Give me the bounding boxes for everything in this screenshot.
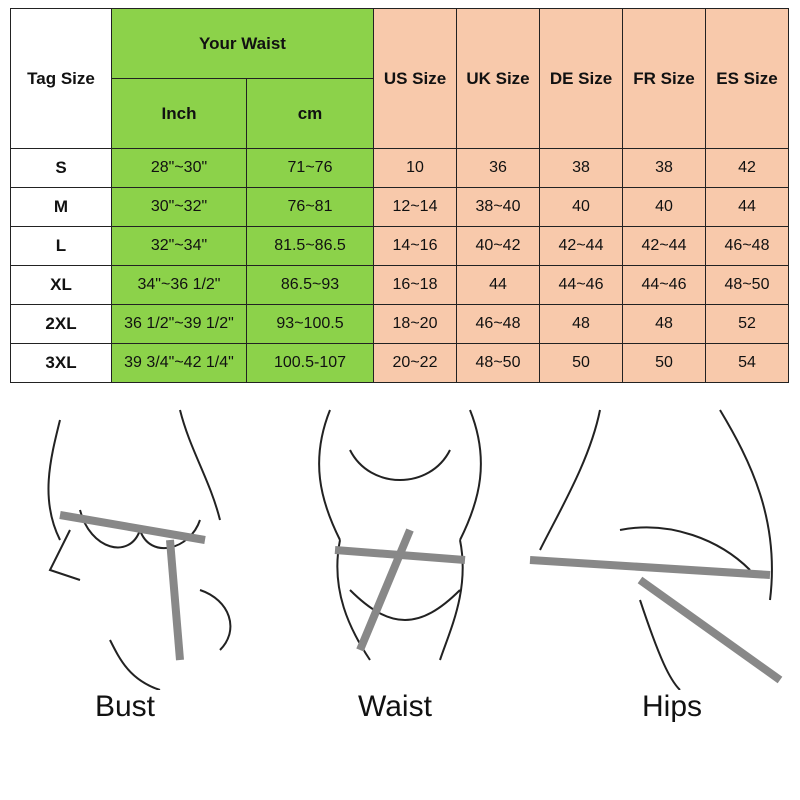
uk-cell: 40~42	[456, 226, 540, 266]
inch-cell: 39 3/4"~42 1/4"	[111, 343, 247, 383]
bust-measure-illustration	[47, 409, 232, 690]
table-row: 3XL 39 3/4"~42 1/4" 100.5-107 20~22 48~50 50 5…	[10, 343, 789, 383]
fr-cell: 38	[622, 148, 706, 188]
es-size-header: ES Size	[705, 8, 789, 149]
table-row: M 30"~32" 76~81 12~14 38~40 40 40 44	[10, 187, 789, 227]
tag-cell: S	[10, 148, 112, 188]
us-cell: 20~22	[373, 343, 457, 383]
cm-cell: 100.5-107	[246, 343, 374, 383]
fr-cell: 42~44	[622, 226, 706, 266]
inch-cell: 28"~30"	[111, 148, 247, 188]
uk-cell: 44	[456, 265, 540, 305]
fr-size-header: FR Size	[622, 8, 706, 149]
fr-cell: 44~46	[622, 265, 706, 305]
uk-size-header: UK Size	[456, 8, 540, 149]
us-size-header: US Size	[373, 8, 457, 149]
fr-cell: 40	[622, 187, 706, 227]
cm-header: cm	[246, 78, 374, 149]
inch-header: Inch	[111, 78, 247, 149]
us-cell: 12~14	[373, 187, 457, 227]
uk-cell: 48~50	[456, 343, 540, 383]
tag-cell: 3XL	[10, 343, 112, 383]
cm-cell: 76~81	[246, 187, 374, 227]
de-cell: 48	[539, 304, 623, 344]
cm-cell: 81.5~86.5	[246, 226, 374, 266]
tag-cell: XL	[10, 265, 112, 305]
us-cell: 14~16	[373, 226, 457, 266]
tag-cell: M	[10, 187, 112, 227]
your-waist-header: Your Waist	[111, 8, 374, 79]
de-size-header: DE Size	[539, 8, 623, 149]
cm-cell: 86.5~93	[246, 265, 374, 305]
hips-measure-illustration	[529, 409, 783, 690]
de-cell: 40	[539, 187, 623, 227]
waist-measure-illustration	[318, 409, 482, 661]
bust-label: Bust	[94, 690, 156, 723]
es-cell: 48~50	[705, 265, 789, 305]
de-cell: 38	[539, 148, 623, 188]
tag-cell: L	[10, 226, 112, 266]
inch-cell: 30"~32"	[111, 187, 247, 227]
es-cell: 54	[705, 343, 789, 383]
waist-label: Waist	[358, 690, 432, 723]
cm-cell: 71~76	[246, 148, 374, 188]
table-row: XL 34"~36 1/2" 86.5~93 16~18 44 44~46 44~46 48~…	[10, 265, 789, 305]
us-cell: 18~20	[373, 304, 457, 344]
inch-cell: 36 1/2"~39 1/2"	[111, 304, 247, 344]
de-cell: 42~44	[539, 226, 623, 266]
es-cell: 44	[705, 187, 789, 227]
fr-cell: 50	[622, 343, 706, 383]
table-row: L 32"~34" 81.5~86.5 14~16 40~42 42~44 42~44 46~…	[10, 226, 789, 266]
tag-size-header: Tag Size	[10, 8, 112, 149]
de-cell: 50	[539, 343, 623, 383]
size-chart-table: Tag Size Your Waist US Size UK Size DE S…	[10, 8, 789, 383]
es-cell: 52	[705, 304, 789, 344]
uk-cell: 36	[456, 148, 540, 188]
cm-cell: 93~100.5	[246, 304, 374, 344]
es-cell: 46~48	[705, 226, 789, 266]
inch-cell: 34"~36 1/2"	[111, 265, 247, 305]
es-cell: 42	[705, 148, 789, 188]
tag-cell: 2XL	[10, 304, 112, 344]
table-row: S 28"~30" 71~76 10 36 38 38 42	[10, 148, 789, 188]
uk-cell: 46~48	[456, 304, 540, 344]
de-cell: 44~46	[539, 265, 623, 305]
table-row: 2XL 36 1/2"~39 1/2" 93~100.5 18~20 46~48 48 48…	[10, 304, 789, 344]
uk-cell: 38~40	[456, 187, 540, 227]
fr-cell: 48	[622, 304, 706, 344]
hips-label: Hips	[641, 690, 702, 723]
us-cell: 10	[373, 148, 457, 188]
us-cell: 16~18	[373, 265, 457, 305]
inch-cell: 32"~34"	[111, 226, 247, 266]
